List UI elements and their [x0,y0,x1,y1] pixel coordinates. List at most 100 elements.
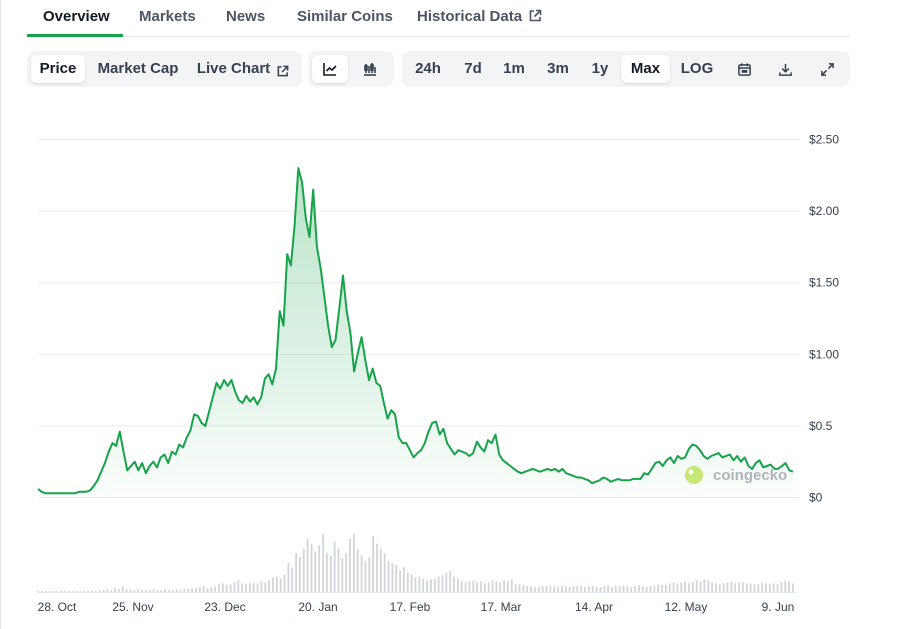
volume-bar [645,587,648,592]
volume-bar [125,589,128,592]
volume-bar [368,557,371,592]
volume-bar [792,583,794,592]
volume-bar [472,580,475,592]
volume-bar [75,591,78,592]
volume-bar [507,581,509,592]
volume-bar [603,586,606,592]
range-1y-button[interactable]: 1y [591,60,609,77]
tab-similar-coins[interactable]: Similar Coins [297,8,393,25]
volume-bar [295,553,297,592]
volume-bar [464,582,467,592]
live-chart-label: Live Chart [196,60,271,77]
volume-bar [329,555,332,592]
volume-bar [94,591,97,592]
x-tick-label: 12. May [665,600,708,614]
volume-bar [187,589,190,592]
fullscreen-button[interactable] [810,55,844,83]
y-axis: $0 $0.5 $1.00 $1.50 $2.00 $2.50 [809,133,839,505]
volume-bar [306,538,309,592]
volume-bar [460,580,463,592]
volume-bar [175,589,178,592]
volume-bar [67,591,70,592]
volume-bar [41,591,43,592]
volume-bars [37,534,797,593]
volume-bar [495,581,498,592]
volume-bar [564,586,567,592]
range-1m-button[interactable]: 1m [503,60,525,77]
range-24h-button[interactable]: 24h [415,60,441,77]
line-chart-button[interactable] [312,55,348,83]
volume-bar [195,588,197,592]
volume-bar [449,570,452,592]
volume-bar [784,580,787,592]
price-chart[interactable]: $0 $0.5 $1.00 $1.50 $2.00 $2.50 coingecko 28.… [0,120,910,629]
volume-bar [272,577,274,592]
volume-bar [776,584,779,592]
download-button[interactable] [768,55,802,83]
volume-bar [322,534,324,592]
volume-bar [672,582,675,592]
tab-overview[interactable]: Overview [43,8,110,25]
volume-bar [64,591,66,592]
range-7d-button[interactable]: 7d [464,60,482,77]
external-link-icon [276,57,289,85]
tab-markets[interactable]: Markets [139,8,196,25]
volume-bar [183,589,186,592]
volume-bar [249,583,251,592]
tab-historical-data[interactable]: Historical Data [417,8,542,27]
volume-bar [553,586,556,592]
volume-bar [476,582,478,592]
volume-bar [430,579,432,592]
log-scale-button[interactable]: LOG [680,60,714,77]
volume-bar [734,583,737,592]
volume-bar [403,566,405,592]
y-tick-label: $1.00 [809,347,839,361]
volume-bar [241,583,244,592]
volume-bar [229,584,232,592]
volume-bar [568,587,571,592]
tab-news[interactable]: News [226,8,266,25]
volume-bar [353,534,355,592]
volume-bar [765,583,767,592]
time-range-group: 24h 7d 1m 3m 1y Max LOG [402,51,850,87]
volume-bar [191,588,193,592]
volume-bar [695,580,698,592]
volume-bar [611,587,613,592]
y-tick-label: $0.5 [809,419,833,433]
volume-bar [145,590,147,592]
volume-bar [48,591,51,592]
volume-bar [283,574,286,592]
volume-bar [341,558,344,592]
market-cap-view-button[interactable]: Market Cap [97,60,179,77]
volume-bar [688,583,690,592]
volume-bar [302,548,305,592]
volume-bar [522,585,525,592]
volume-bar [769,584,771,592]
live-chart-button[interactable]: Live Chart [195,55,291,83]
volume-bar [730,581,733,592]
volume-bar [333,541,336,592]
range-max-button[interactable]: Max [621,55,670,83]
volume-bar [641,586,644,592]
calendar-button[interactable] [727,55,761,83]
y-tick-label: $2.50 [809,133,839,147]
price-line [37,167,794,495]
volume-bar [661,585,663,592]
volume-bar [726,582,729,592]
volume-bar [106,589,109,592]
candlestick-chart-button[interactable] [352,55,388,83]
price-view-button[interactable]: Price [31,55,85,83]
volume-bar [98,590,101,592]
x-tick-label: 20. Jan [298,600,337,614]
x-tick-label: 14. Apr [575,600,613,614]
volume-bar [595,587,598,592]
volume-bar [414,577,417,592]
download-icon [778,60,793,77]
volume-bar [129,590,132,592]
volume-bar [222,583,224,592]
range-3m-button[interactable]: 3m [547,60,569,77]
volume-bar [114,588,116,592]
volume-bar [110,590,113,592]
volume-bar [399,570,401,592]
volume-bar [614,586,617,592]
